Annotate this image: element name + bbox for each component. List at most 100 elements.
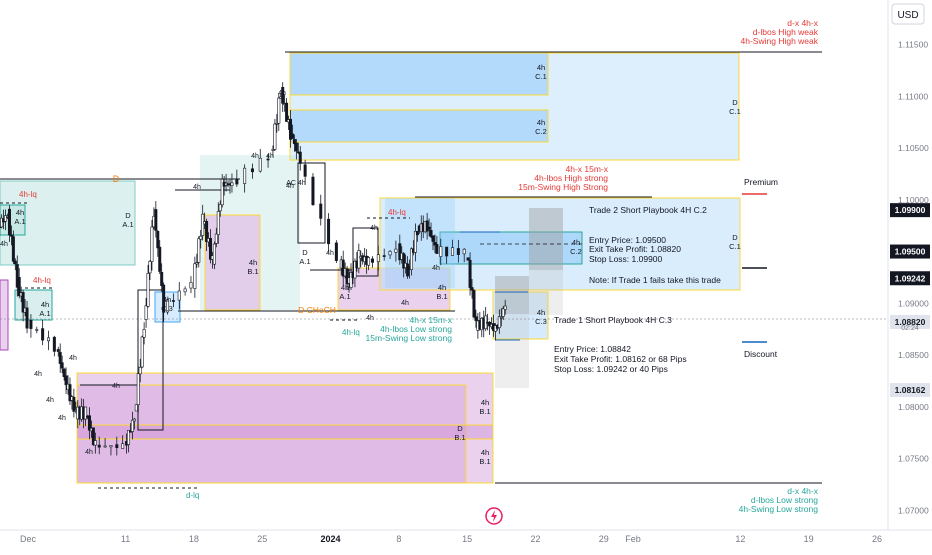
candle [130,411,134,440]
candle [220,174,224,208]
chart-annotation: 4h [163,295,171,304]
x-tick-label: Feb [625,534,641,544]
chart-annotation: C.3 [535,317,547,326]
trade2-sl: Stop Loss: 1.09900 [589,254,663,264]
chart-annotation: D [732,233,738,242]
candle [60,355,64,374]
chart-annotation: C.1 [729,242,741,251]
chart-annotation: 4h [34,371,42,378]
candle [334,240,338,264]
chart-annotation: 4h [16,208,24,217]
candle [235,169,239,187]
chart-annotation: 4h [341,283,349,292]
x-tick-label: 25 [257,534,267,544]
candle [0,214,4,229]
zone-blue-c2-top[interactable] [289,109,549,143]
candle [68,377,72,405]
trade2-reward-box[interactable] [529,270,563,315]
trade1-risk-box[interactable] [495,276,529,314]
candle [472,289,476,319]
candle [58,343,62,373]
zone-blue-c2[interactable] [439,231,583,265]
tradingview-logo-icon[interactable] [485,507,503,525]
price-badge: 1.08820 [890,314,930,329]
zone-purple-b1-big[interactable] [76,372,494,484]
candle [357,243,361,274]
candle [13,258,17,271]
candle [470,279,474,299]
chart-annotation: 4h [85,449,93,456]
x-tick-label: 29 [599,534,609,544]
chart-annotation: Premium [744,177,778,187]
candle [17,268,21,299]
candle [273,118,277,151]
candle [7,205,11,242]
candle [466,257,470,261]
y-tick-label: 1.07000 [898,505,929,515]
chart-annotation: D [302,248,308,257]
candle [345,266,349,291]
trade2-entry: Entry Price: 1.09500 [589,235,666,245]
level-label: d-x 4h-x [787,486,818,496]
zone-purple-left[interactable] [0,279,9,351]
candle [311,173,315,206]
candle [93,432,97,454]
candle [52,335,56,357]
price-badge: 1.09500 [890,244,930,259]
candle [216,202,220,244]
candle [271,145,275,158]
chart-annotation: D [457,424,463,433]
zone-blue-inner[interactable] [385,198,455,288]
svg-text:1.09500: 1.09500 [895,247,926,257]
y-tick-label: 1.09000 [898,298,929,308]
zone-purple-db1[interactable] [76,424,494,440]
candle [195,253,199,268]
candle [136,365,140,413]
svg-text:1.09242: 1.09242 [895,273,926,283]
trade2-title: Trade 2 Short Playbook 4H C.2 [589,205,707,215]
chart-annotation: C.2 [535,127,547,136]
y-tick-label: 1.11000 [898,91,928,101]
labels-layer: 4hC.14hC.2DC.1DC.14hC.34hC.24hB.1DB.14hB… [0,18,819,514]
candle [431,235,435,251]
currency-button[interactable]: USD [891,3,925,25]
chart-annotation: 4h-lq [33,276,51,285]
chart-annotation: C.1 [729,107,741,116]
candle [25,300,29,334]
candle [183,286,187,296]
chart-annotation: 4h [481,398,489,407]
zone-purple-b1-inner[interactable] [76,384,467,484]
x-tick-label: 22 [530,534,540,544]
level-label: 4h-x 15m-x [565,164,608,174]
trade2-risk-box[interactable] [529,208,563,270]
x-tick-label: 26 [872,534,882,544]
chart-annotation: 4h [537,63,545,72]
candle [171,293,175,308]
candle [266,154,270,168]
candle [415,231,419,242]
candle [402,252,406,278]
chart-annotation: 4h [286,183,294,190]
candle [450,239,454,256]
x-tick-label: 18 [189,534,199,544]
chart-annotation: 4h-lq [342,328,360,337]
chart-annotation: 4h [278,90,286,97]
zone-blue-c1[interactable] [289,52,549,96]
price-axis[interactable] [888,0,932,530]
chart-annotation: D [732,98,738,107]
candle [462,248,466,263]
x-tick-label: Dec [20,534,37,544]
trade1-tp: Exit Take Profit: 1.08162 or 68 Pips [554,354,687,364]
candle [258,148,262,173]
candle [488,321,492,335]
candle [103,438,107,448]
chart-annotation: 4h [46,397,54,404]
candle [64,367,68,395]
candle [433,234,437,253]
candle [503,299,507,315]
candle [382,248,386,261]
chart-annotation: B.1 [247,267,258,276]
candle [201,204,205,241]
candle [84,406,88,427]
